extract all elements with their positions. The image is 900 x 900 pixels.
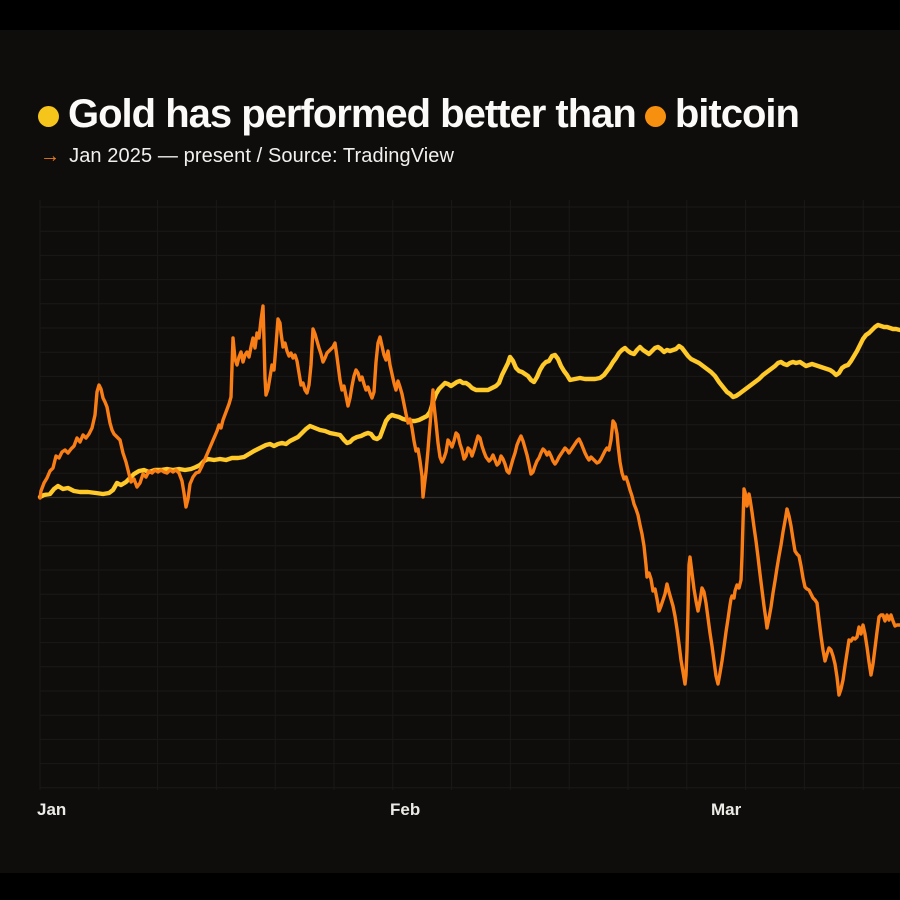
chart-background — [0, 30, 900, 873]
gold-legend-dot-icon — [38, 105, 59, 127]
bitcoin-legend-dot-icon — [644, 105, 666, 127]
x-axis-label-mar: Mar — [711, 800, 742, 819]
x-axis-label-feb: Feb — [390, 800, 421, 819]
arrow-right-icon: → — [40, 145, 61, 167]
x-axis-label-jan: Jan — [37, 800, 67, 819]
chart-subtitle: → Jan 2025 — present / Source: TradingVie… — [40, 145, 454, 168]
bottom-letterbox-band — [0, 873, 900, 900]
gridlines — [39, 200, 900, 790]
top-letterbox-band — [0, 0, 900, 30]
gold-line — [37, 322, 900, 500]
title-part2: bitcoin — [674, 92, 800, 136]
title-part1: Gold has performed better than — [68, 92, 637, 136]
subtitle-text: Jan 2025 — present / Source: TradingView — [69, 145, 455, 167]
chart-title: Gold has performed better than bitcoin — [38, 92, 800, 136]
bitcoin-line — [38, 304, 900, 697]
